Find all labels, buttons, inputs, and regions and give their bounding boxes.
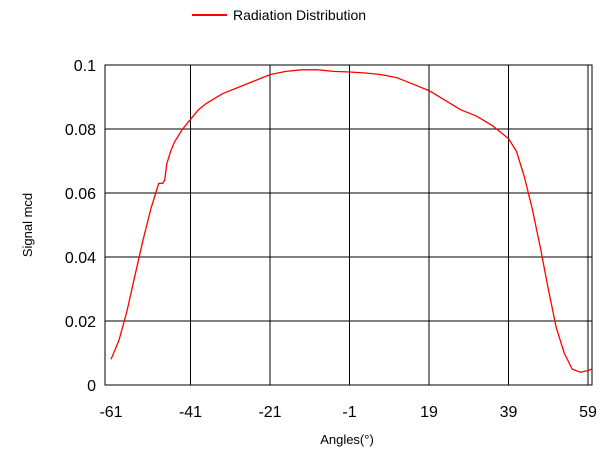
y-tick-label: 0.06 [65,186,96,203]
x-tick-label: 59 [579,404,597,421]
legend-label: Radiation Distribution [233,7,367,23]
plot-border [104,64,593,386]
tick-labels: -61 -41 -21 -1 19 39 59 0 0.02 0.04 0.06 0.08 0.1 [65,58,597,421]
legend: Radiation Distribution [192,5,366,25]
y-tick-label: 0.04 [65,250,96,267]
x-tick-label: -61 [99,404,122,421]
x-tick-label: 19 [420,404,438,421]
y-tick-label: 0 [87,378,96,395]
plot-area [110,69,593,373]
y-tick-label: 0.1 [74,58,96,75]
y-axis-label: Signal mcd [20,193,35,257]
series-line [110,69,593,373]
x-tick-label: -1 [342,404,356,421]
y-tick-label: 0.02 [65,314,96,331]
x-tick-label: -41 [179,404,202,421]
legend-swatch [192,14,227,16]
y-tick-label: 0.08 [65,122,96,139]
grid [104,64,593,386]
x-axis-label: Angles(°) [320,432,374,447]
x-tick-label: 39 [500,404,518,421]
x-tick-label: -21 [258,404,281,421]
